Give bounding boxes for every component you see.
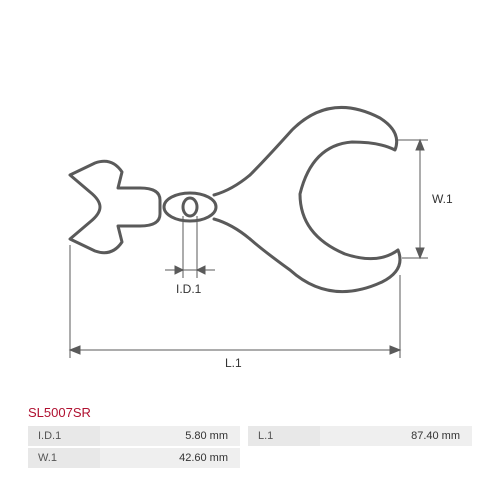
dim-label-l1: L.1 — [225, 356, 242, 370]
dim-key: L.1 — [248, 430, 320, 442]
dim-label-w1: W.1 — [432, 192, 453, 206]
dim-key: W.1 — [28, 452, 100, 464]
dim-val: 42.60 mm — [100, 452, 240, 464]
part-number: SL5007SR — [28, 405, 91, 420]
dimension-table: I.D.1 5.80 mm L.1 87.40 mm W.1 42.60 mm — [28, 426, 473, 470]
dim-val: 5.80 mm — [100, 430, 240, 442]
dim-val: 87.40 mm — [320, 430, 472, 442]
dim-label-id1: I.D.1 — [176, 282, 201, 296]
dim-key: I.D.1 — [28, 430, 100, 442]
table-row: W.1 42.60 mm — [28, 448, 473, 468]
technical-drawing — [0, 0, 500, 500]
table-row: I.D.1 5.80 mm L.1 87.40 mm — [28, 426, 473, 446]
